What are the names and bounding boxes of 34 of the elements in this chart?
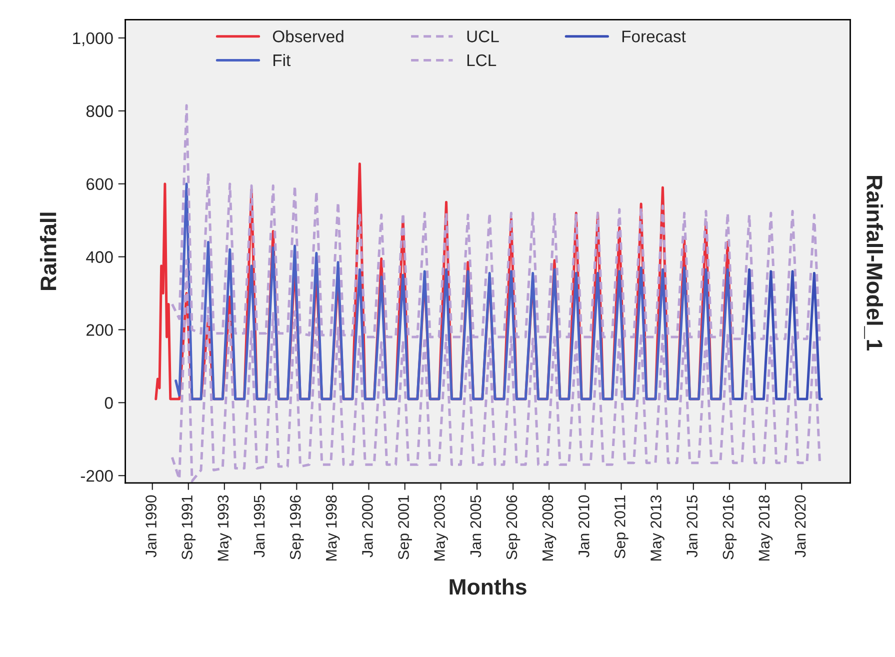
- x-tick-label: Sep 1996: [290, 495, 304, 560]
- x-tick-label: Jan 2005: [470, 495, 482, 558]
- y-tick-label: -200: [80, 470, 113, 482]
- x-tick-label: Jan 1995: [254, 495, 265, 558]
- legend-label: Forecast: [622, 30, 686, 42]
- x-tick-label: Sep 1991: [182, 495, 196, 560]
- y-tick-label: 600: [86, 178, 113, 190]
- legend-label: Observed: [272, 30, 344, 42]
- x-tick-label: May 2018: [758, 495, 773, 561]
- x-tick-label: Sep 2006: [506, 495, 520, 560]
- y-tick-label: 800: [86, 105, 113, 118]
- x-tick-label: Sep 2016: [722, 495, 737, 560]
- x-tick-label: May 1998: [326, 495, 340, 561]
- y-tick-label: 0: [104, 397, 113, 409]
- x-tick-label: Sep 2001: [398, 495, 412, 560]
- legend-label: UCL: [467, 30, 499, 42]
- x-tick-label: Jan 2015: [686, 495, 698, 558]
- legend-label: Fit: [274, 54, 291, 66]
- x-tick-label: May 2013: [650, 495, 664, 561]
- x-tick-label: Sep 2011: [614, 495, 628, 558]
- y-tick-label: 1,000: [73, 32, 113, 46]
- x-tick-label: Jan 2020: [794, 495, 806, 558]
- legend-label: LCL: [467, 54, 496, 66]
- x-tick-label: May 1993: [218, 495, 232, 561]
- x-tick-label: Jan 2000: [362, 495, 373, 558]
- x-tick-label: May 2003: [434, 495, 448, 561]
- y-tick-label: 400: [86, 251, 113, 263]
- y-axis-title: Rainfall: [40, 212, 56, 290]
- x-tick-label: Jan 2010: [578, 495, 590, 558]
- text: Rainfall-Model_1: [864, 176, 883, 350]
- x-tick-label: May 2008: [542, 495, 556, 561]
- y-tick-label: 200: [86, 324, 113, 336]
- x-axis-title: Months: [450, 578, 526, 595]
- x-tick-label: Jan 1990: [146, 495, 156, 558]
